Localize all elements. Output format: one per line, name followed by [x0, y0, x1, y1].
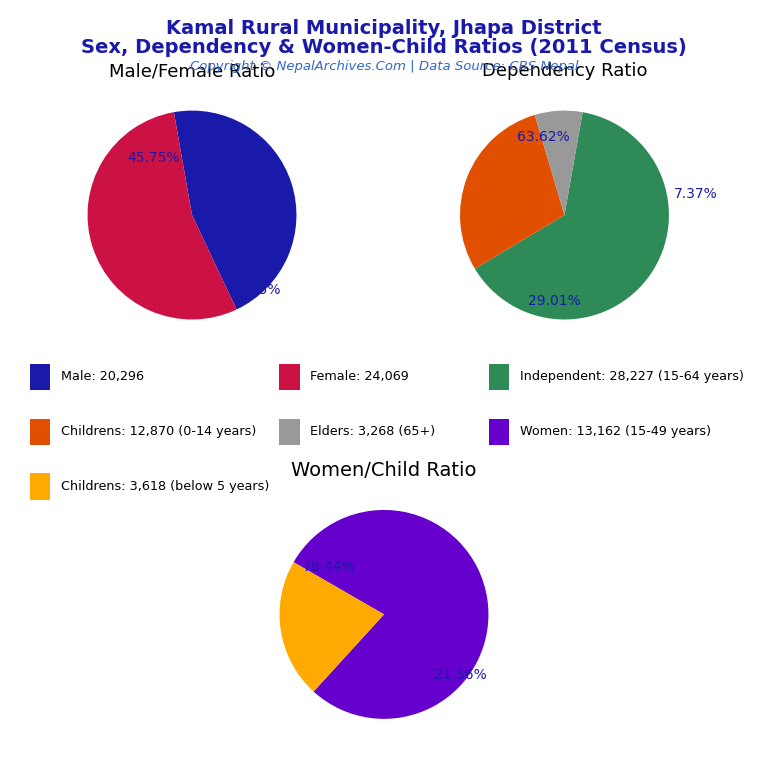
Wedge shape: [88, 112, 237, 319]
Text: Male: 20,296: Male: 20,296: [61, 370, 144, 383]
Wedge shape: [174, 111, 296, 310]
Text: Sex, Dependency & Women-Child Ratios (2011 Census): Sex, Dependency & Women-Child Ratios (20…: [81, 38, 687, 58]
Text: Women: 13,162 (15-49 years): Women: 13,162 (15-49 years): [520, 425, 710, 438]
Title: Dependency Ratio: Dependency Ratio: [482, 62, 647, 80]
FancyBboxPatch shape: [488, 364, 509, 390]
Wedge shape: [460, 115, 564, 269]
Text: 63.62%: 63.62%: [518, 130, 570, 144]
Wedge shape: [535, 111, 583, 215]
Text: 21.56%: 21.56%: [434, 668, 487, 682]
Text: Female: 24,069: Female: 24,069: [310, 370, 409, 383]
FancyBboxPatch shape: [488, 419, 509, 445]
Text: 78.44%: 78.44%: [303, 561, 355, 574]
Title: Male/Female Ratio: Male/Female Ratio: [109, 62, 275, 80]
Text: Childrens: 12,870 (0-14 years): Childrens: 12,870 (0-14 years): [61, 425, 257, 438]
FancyBboxPatch shape: [30, 364, 51, 390]
FancyBboxPatch shape: [280, 419, 300, 445]
Text: Elders: 3,268 (65+): Elders: 3,268 (65+): [310, 425, 435, 438]
FancyBboxPatch shape: [30, 473, 51, 499]
Text: Kamal Rural Municipality, Jhapa District: Kamal Rural Municipality, Jhapa District: [166, 19, 602, 38]
Title: Women/Child Ratio: Women/Child Ratio: [291, 461, 477, 479]
Text: Copyright © NepalArchives.Com | Data Source: CBS Nepal: Copyright © NepalArchives.Com | Data Sou…: [190, 60, 578, 73]
Wedge shape: [475, 112, 669, 319]
Text: 45.75%: 45.75%: [127, 151, 180, 164]
Text: Childrens: 3,618 (below 5 years): Childrens: 3,618 (below 5 years): [61, 480, 270, 493]
Wedge shape: [280, 562, 384, 691]
Text: 7.37%: 7.37%: [674, 187, 718, 201]
FancyBboxPatch shape: [280, 364, 300, 390]
Text: 54.25%: 54.25%: [229, 283, 281, 297]
Wedge shape: [293, 510, 488, 719]
Text: 29.01%: 29.01%: [528, 293, 581, 308]
FancyBboxPatch shape: [30, 419, 51, 445]
Text: Independent: 28,227 (15-64 years): Independent: 28,227 (15-64 years): [520, 370, 743, 383]
